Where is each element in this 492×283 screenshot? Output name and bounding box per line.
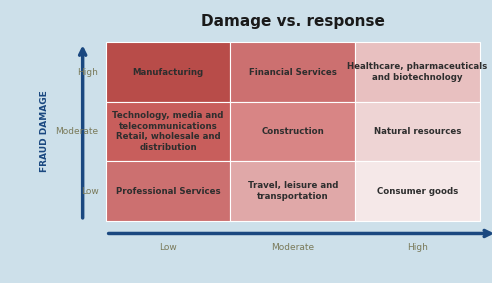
Bar bbox=[230, 102, 355, 161]
Text: Consumer goods: Consumer goods bbox=[377, 186, 458, 196]
Bar bbox=[230, 161, 355, 221]
Text: Construction: Construction bbox=[261, 127, 324, 136]
Text: Financial Services: Financial Services bbox=[249, 68, 337, 77]
Bar bbox=[355, 161, 480, 221]
Text: Natural resources: Natural resources bbox=[374, 127, 461, 136]
Bar bbox=[106, 102, 230, 161]
Text: FRAUD DAMAGE: FRAUD DAMAGE bbox=[40, 91, 49, 172]
Bar bbox=[355, 42, 480, 102]
Bar bbox=[355, 102, 480, 161]
Text: Travel, leisure and
transportation: Travel, leisure and transportation bbox=[247, 181, 338, 201]
Bar bbox=[106, 42, 230, 102]
Text: Moderate: Moderate bbox=[55, 127, 98, 136]
Text: Professional Services: Professional Services bbox=[116, 186, 220, 196]
Text: Moderate: Moderate bbox=[271, 243, 314, 252]
Text: High: High bbox=[407, 243, 428, 252]
Bar bbox=[230, 42, 355, 102]
Bar bbox=[106, 161, 230, 221]
Text: Healthcare, pharmaceuticals
and biotechnology: Healthcare, pharmaceuticals and biotechn… bbox=[347, 62, 488, 82]
Text: Damage vs. response: Damage vs. response bbox=[201, 14, 385, 29]
Text: High: High bbox=[78, 68, 98, 77]
Text: Technology, media and
telecommunications
Retail, wholesale and
distribution: Technology, media and telecommunications… bbox=[112, 111, 224, 152]
Text: Manufacturing: Manufacturing bbox=[132, 68, 204, 77]
Text: Low: Low bbox=[81, 186, 98, 196]
Text: Low: Low bbox=[159, 243, 177, 252]
